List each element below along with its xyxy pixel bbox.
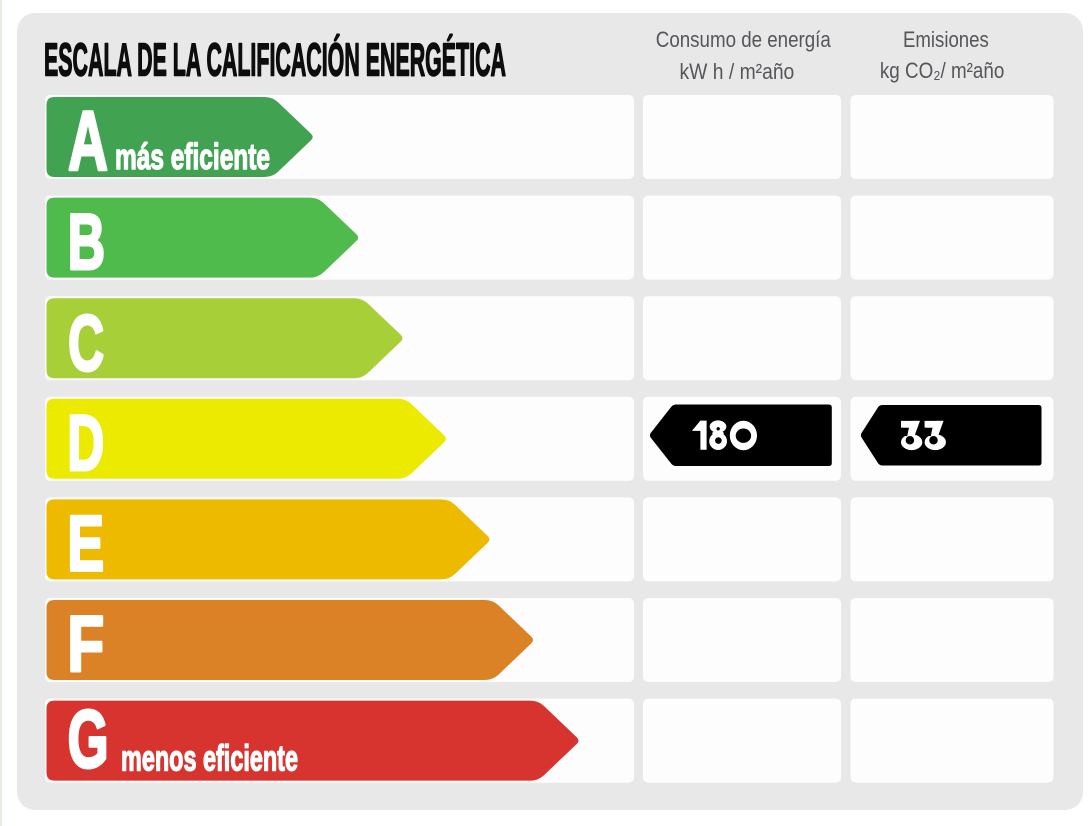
svg-text:C: C [68, 298, 104, 387]
svg-text:kW h / m²año: kW h / m²año [680, 59, 795, 84]
svg-text:E: E [67, 498, 104, 587]
svg-text:G: G [68, 694, 109, 785]
svg-text:B: B [68, 197, 106, 286]
svg-text:Consumo de energía: Consumo de energía [656, 27, 832, 52]
svg-text:F: F [67, 599, 104, 688]
svg-text:Emisiones: Emisiones [903, 27, 989, 52]
svg-text:menos eficiente: menos eficiente [121, 738, 298, 779]
svg-text:más eficiente: más eficiente [115, 136, 270, 177]
svg-text:D: D [67, 398, 104, 487]
svg-text:kg CO₂/ m²año: kg CO₂/ m²año [880, 58, 1004, 83]
svg-text:A: A [68, 94, 108, 188]
svg-text:ESCALA DE LA CALIFICACIÓN ENER: ESCALA DE LA CALIFICACIÓN ENERGÉTICA [44, 34, 506, 86]
